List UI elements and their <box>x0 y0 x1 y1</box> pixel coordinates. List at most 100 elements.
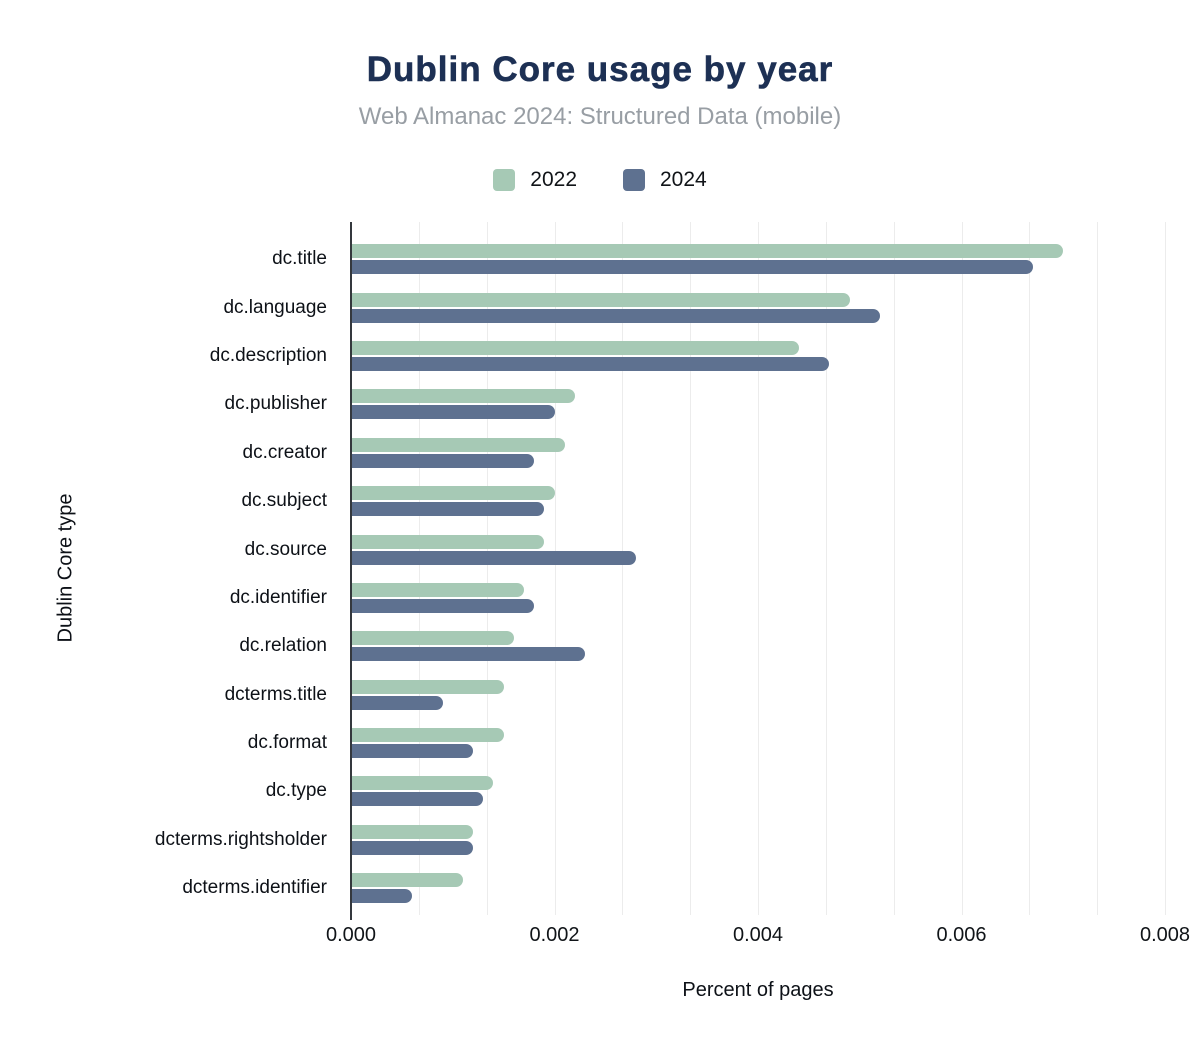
bar-2022-dc.subject[interactable] <box>351 486 555 501</box>
bar-2024-dcterms.title[interactable] <box>351 695 443 710</box>
bar-2022-dc.source[interactable] <box>351 534 545 549</box>
bar-2024-dc.description[interactable] <box>351 356 830 371</box>
gridline <box>486 222 488 915</box>
category-row-dc.identifier: dc.identifier <box>0 574 1200 622</box>
legend-label-2022: 2022 <box>530 168 577 191</box>
bar-2022-dcterms.title[interactable] <box>351 679 504 694</box>
gridline <box>690 222 692 915</box>
category-row-dcterms.identifier: dcterms.identifier <box>0 864 1200 912</box>
category-label: dc.description <box>209 344 327 366</box>
category-label: dc.type <box>265 780 327 802</box>
legend-item-2024[interactable]: 2024 <box>623 168 707 192</box>
bar-group <box>351 283 1165 331</box>
category-row-dc.format: dc.format <box>0 719 1200 767</box>
gridline <box>1029 222 1031 915</box>
bar-2022-dcterms.identifier[interactable] <box>351 873 463 888</box>
gridline <box>961 222 963 915</box>
bar-2024-dc.title[interactable] <box>351 260 1033 275</box>
bar-group <box>351 574 1165 622</box>
legend-item-2022[interactable]: 2022 <box>493 168 577 192</box>
gridline <box>825 222 827 915</box>
bar-group <box>351 767 1165 815</box>
bar-2024-dc.identifier[interactable] <box>351 598 535 613</box>
bar-group <box>351 429 1165 477</box>
category-label: dc.creator <box>242 441 327 463</box>
bar-group <box>351 477 1165 525</box>
category-label: dc.format <box>247 732 327 754</box>
bar-2024-dc.format[interactable] <box>351 744 474 759</box>
category-label: dcterms.identifier <box>182 877 327 899</box>
bar-2022-dc.identifier[interactable] <box>351 582 524 597</box>
chart-title: Dublin Core usage by year <box>366 50 834 90</box>
category-label: dc.language <box>223 296 327 318</box>
category-row-dc.publisher: dc.publisher <box>0 380 1200 428</box>
bar-2022-dc.creator[interactable] <box>351 437 565 452</box>
x-tick-label: 0.006 <box>936 924 987 946</box>
bar-group <box>351 332 1165 380</box>
bar-2022-dc.description[interactable] <box>351 340 799 355</box>
category-row-dc.language: dc.language <box>0 283 1200 331</box>
category-label: dcterms.title <box>224 683 327 705</box>
category-label: dc.subject <box>241 490 327 512</box>
category-label: dc.source <box>244 538 327 560</box>
chart-subtitle: Web Almanac 2024: Structured Data (mobil… <box>358 103 842 130</box>
bar-2024-dcterms.rightsholder[interactable] <box>351 840 474 855</box>
bar-group <box>351 235 1165 283</box>
bar-2024-dc.creator[interactable] <box>351 453 535 468</box>
chart-rows: dc.title dc.language dc.description dc.publ… <box>0 222 1200 912</box>
bar-group <box>351 816 1165 864</box>
gridline <box>554 222 556 915</box>
bar-group <box>351 525 1165 573</box>
bar-2022-dc.relation[interactable] <box>351 631 514 646</box>
x-tick-label: 0.002 <box>529 924 580 946</box>
gridline <box>418 222 420 915</box>
bar-2022-dcterms.rightsholder[interactable] <box>351 824 474 839</box>
x-axis-ticks: 0.000 0.002 0.004 0.006 0.008 <box>326 924 1190 952</box>
gridline <box>1165 222 1166 915</box>
category-row-dc.title: dc.title <box>0 235 1200 283</box>
bar-2024-dc.relation[interactable] <box>351 647 586 662</box>
category-row-dc.type: dc.type <box>0 767 1200 815</box>
category-row-dcterms.title: dcterms.title <box>0 671 1200 719</box>
bar-group <box>351 864 1165 912</box>
bar-2024-dc.publisher[interactable] <box>351 405 555 420</box>
legend-swatch-2022-icon <box>493 169 516 191</box>
bar-2024-dc.language[interactable] <box>351 308 881 323</box>
gridline <box>622 222 624 915</box>
bar-2024-dc.subject[interactable] <box>351 502 545 517</box>
category-row-dcterms.rightsholder: dcterms.rightsholder <box>0 816 1200 864</box>
category-label: dc.publisher <box>224 393 327 415</box>
gridline <box>893 222 895 915</box>
bar-2022-dc.publisher[interactable] <box>351 389 575 404</box>
bar-2024-dc.source[interactable] <box>351 550 636 565</box>
grid-layer <box>351 222 1166 915</box>
bar-2022-dc.format[interactable] <box>351 728 504 743</box>
bar-group <box>351 622 1165 670</box>
bar-chart: dc.title dc.language dc.description dc.publ… <box>0 222 1200 1049</box>
gridline <box>758 222 759 915</box>
legend: 2022 2024 <box>0 165 1200 195</box>
legend-swatch-2024-icon <box>623 169 645 191</box>
gridline <box>1097 222 1099 915</box>
bar-group <box>351 380 1165 428</box>
category-label: dcterms.rightsholder <box>154 828 327 850</box>
x-tick-label: 0.008 <box>1139 924 1191 946</box>
bar-group <box>351 719 1165 767</box>
x-tick-label: 0.000 <box>325 924 377 946</box>
bar-2024-dcterms.identifier[interactable] <box>351 889 413 904</box>
category-label: dc.title <box>272 248 327 270</box>
bar-2022-dc.title[interactable] <box>351 244 1064 259</box>
category-row-dc.relation: dc.relation <box>0 622 1200 670</box>
bar-2024-dc.type[interactable] <box>351 792 484 807</box>
x-axis-title: Percent of pages <box>682 979 834 1001</box>
bar-group <box>351 671 1165 719</box>
bar-2022-dc.type[interactable] <box>351 776 494 791</box>
category-label: dc.relation <box>239 635 327 657</box>
category-label: dc.identifier <box>229 586 327 608</box>
category-row-dc.subject: dc.subject <box>0 477 1200 525</box>
category-row-dc.source: dc.source <box>0 525 1200 573</box>
bar-2022-dc.language[interactable] <box>351 292 850 307</box>
category-row-dc.description: dc.description <box>0 332 1200 380</box>
y-axis-line <box>350 222 352 920</box>
